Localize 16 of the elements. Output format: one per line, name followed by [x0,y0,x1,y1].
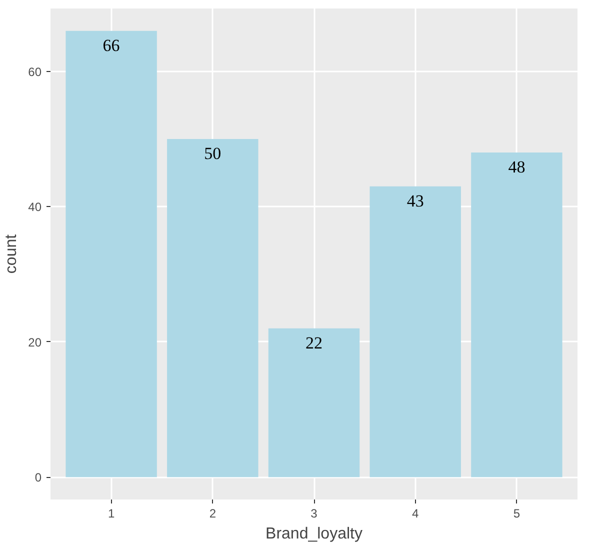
data-label: 66 [102,36,120,55]
x-tick-label: 1 [108,506,115,520]
y-tick-label: 40 [28,200,42,214]
data-label: 50 [204,144,222,164]
y-tick-label: 0 [34,470,42,485]
x-axis-title: Brand_loyalty [266,526,362,542]
x-tick-label: 4 [412,506,420,520]
data-label: 48 [508,158,526,177]
y-axis-title: count [3,234,20,274]
data-label: 22 [306,333,322,352]
x-tick-label: 3 [310,506,318,520]
x-tick-label: 5 [513,506,520,520]
x-tick-label: 2 [209,506,216,520]
y-tick-label: 60 [28,64,42,79]
data-label: 43 [406,191,424,210]
y-tick-label: 20 [28,335,42,350]
